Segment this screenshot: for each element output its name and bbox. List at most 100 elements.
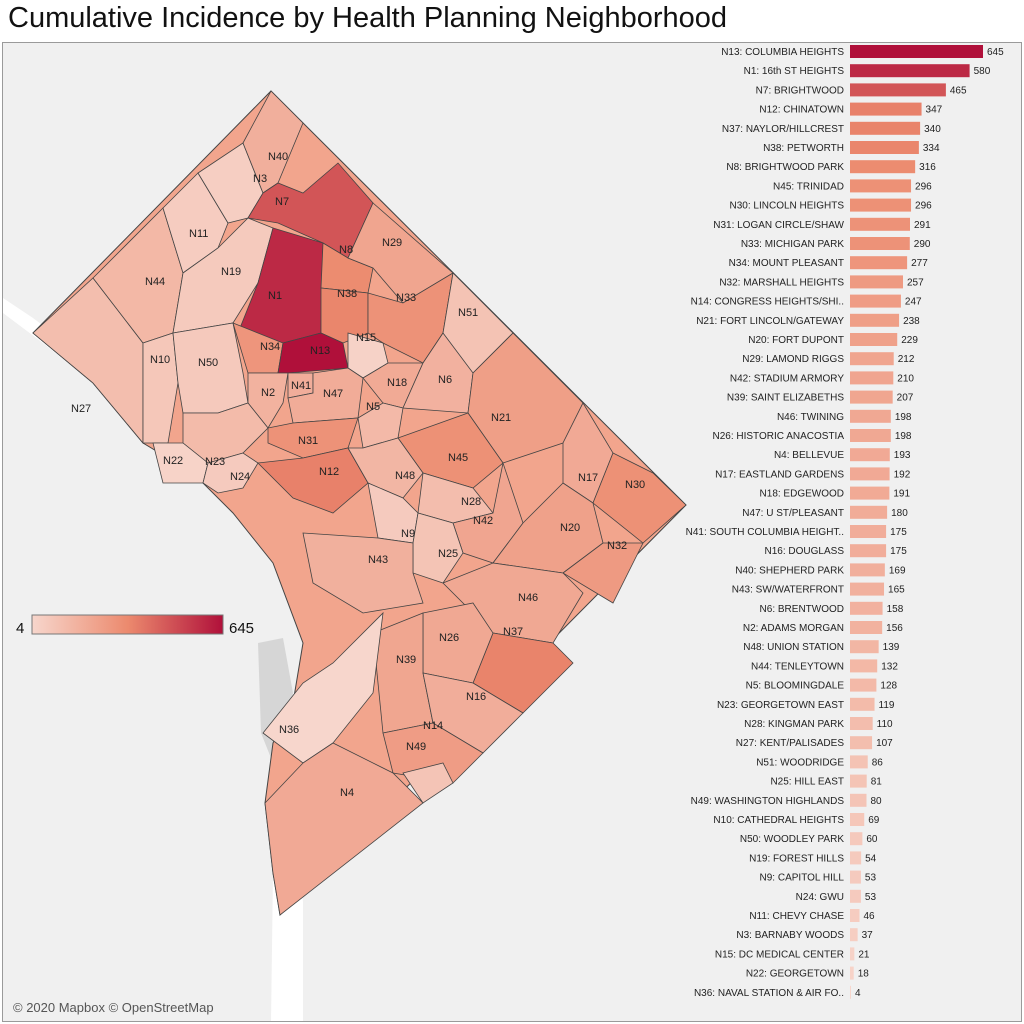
bar-n9[interactable] [850,870,861,884]
bar-label-n7: N7: BRIGHTWOOD [756,85,844,96]
bar-n13[interactable] [850,45,983,58]
bar-n11[interactable] [850,909,860,922]
bar-value-n31: 291 [914,220,931,231]
bar-n12[interactable] [850,102,922,116]
color-legend: 4 645 [16,614,254,637]
bar-n42[interactable] [850,371,894,385]
map-label-n48: N48 [395,470,415,482]
bar-label-n14: N14: CONGRESS HEIGHTS/SHI.. [691,297,844,308]
bar-label-n9: N9: CAPITOL HILL [760,873,845,884]
region-n14[interactable] [382,722,484,784]
bar-n1[interactable] [850,64,970,78]
bar-n51[interactable] [850,755,868,769]
bar-n18[interactable] [850,486,890,500]
region-n30[interactable] [592,452,687,544]
bar-value-n42: 210 [897,373,914,384]
bar-n41[interactable] [850,525,887,538]
bar-n21[interactable] [850,313,900,327]
bar-n29[interactable] [850,352,894,366]
bar-n24[interactable] [850,889,861,903]
bar-label-n5: N5: BLOOMINGDALE [746,681,845,692]
bar-n15[interactable] [850,947,855,961]
bar-n50[interactable] [850,832,863,846]
bar-n10[interactable] [850,813,865,826]
bar-n8[interactable] [850,160,916,174]
bar-value-n39: 207 [897,393,914,404]
bar-n37[interactable] [850,121,921,135]
region-n16[interactable] [422,672,524,754]
map-labels: N40 N3 N7 N11 N8 N29 N19 N44 N38 N1 N33 … [71,151,645,799]
bar-n36[interactable] [850,985,851,999]
bar-label-n6: N6: BRENTWOOD [760,604,844,615]
bar-n26[interactable] [850,429,891,442]
chart-title: Cumulative Incidence by Health Planning … [8,2,728,34]
bar-n27[interactable] [850,736,873,750]
bar-n44[interactable] [850,659,878,673]
bar-value-n21: 238 [903,316,920,327]
bar-n23[interactable] [850,697,875,711]
bar-n5[interactable] [850,678,877,692]
region-n24[interactable] [202,452,259,494]
bar-label-n33: N33: MICHIGAN PARK [741,239,844,250]
bar-label-n36: N36: NAVAL STATION & AIR FO.. [694,988,844,999]
bar-value-n18: 191 [893,489,910,500]
bar-n38[interactable] [850,141,919,154]
bar-n4[interactable] [850,448,890,462]
map-label-n20: N20 [560,522,580,534]
map-label-n7: N7 [275,196,289,208]
bar-n16[interactable] [850,544,887,558]
map-label-n28: N28 [461,496,481,508]
bar-n33[interactable] [850,237,910,250]
bar-n22[interactable] [850,966,854,980]
bar-n40[interactable] [850,563,885,577]
map-panel: N40 N3 N7 N11 N8 N29 N19 N44 N38 N1 N33 … [2,42,1022,1022]
bar-n31[interactable] [850,217,911,231]
region-n40[interactable] [242,90,304,194]
region-n11[interactable] [162,172,229,274]
bar-label-n24: N24: GWU [796,892,844,903]
bar-n30[interactable] [850,198,912,212]
bar-label-n21: N21: FORT LINCOLN/GATEWAY [696,316,844,327]
bar-value-n19: 54 [865,853,877,864]
bar-n45[interactable] [850,179,912,193]
bar-n25[interactable] [850,774,867,788]
bar-n17[interactable] [850,467,890,481]
bar-value-n33: 290 [914,239,931,250]
bar-n7[interactable] [850,83,946,97]
bar-n43[interactable] [850,582,885,596]
bar-n28[interactable] [850,717,873,730]
map-attribution: © 2020 Mapbox © OpenStreetMap [13,1000,214,1015]
bar-value-n26: 198 [895,431,912,442]
region-n8[interactable] [320,242,374,294]
region-n43[interactable] [302,532,424,614]
region-n5[interactable] [357,402,404,449]
bar-n32[interactable] [850,275,903,289]
bar-label-n48: N48: UNION STATION [743,642,844,653]
bar-value-n25: 81 [871,777,883,788]
bar-n39[interactable] [850,390,893,404]
bar-label-n26: N26: HISTORIC ANACOSTIA [712,431,844,442]
bar-n3[interactable] [850,928,858,942]
bar-n2[interactable] [850,621,883,634]
map-label-n33: N33 [396,292,416,304]
bar-n46[interactable] [850,409,891,423]
map-label-n51: N51 [458,307,478,319]
bar-n14[interactable] [850,294,901,308]
bar-n6[interactable] [850,601,883,615]
bar-n49[interactable] [850,793,867,807]
map-label-n45: N45 [448,452,468,464]
bar-value-n51: 86 [872,757,884,768]
bar-n47[interactable] [850,505,888,519]
region-n4[interactable] [264,742,424,916]
region-n32[interactable] [562,542,644,604]
bar-value-n15: 21 [858,949,870,960]
bar-n20[interactable] [850,333,898,346]
map-label-n19: N19 [221,266,241,278]
region-n2[interactable] [247,372,289,429]
bar-n34[interactable] [850,256,908,270]
bar-n19[interactable] [850,851,862,865]
region-n10[interactable] [142,332,179,444]
region-n49[interactable] [402,762,454,804]
bar-value-n24: 53 [865,892,877,903]
bar-n48[interactable] [850,640,879,654]
